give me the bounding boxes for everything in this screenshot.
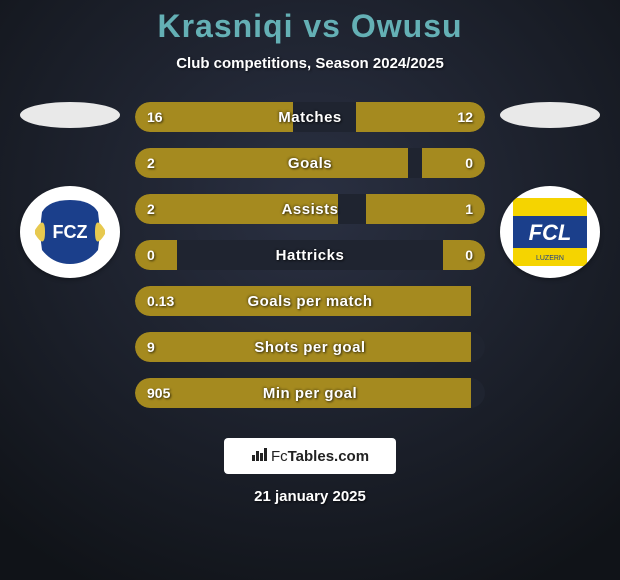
player-right-col: FCL LUZERN [495, 102, 605, 278]
stat-label: Hattricks [135, 247, 485, 264]
stat-row: 2Assists1 [135, 194, 485, 224]
brand-suffix: Tables.com [288, 448, 369, 465]
stat-label: Goals [135, 155, 485, 172]
stat-row: 2Goals0 [135, 148, 485, 178]
stats-bars: 16Matches122Goals02Assists10Hattricks00.… [135, 102, 485, 424]
subtitle: Club competitions, Season 2024/2025 [0, 55, 620, 72]
player-left-avatar [20, 102, 120, 128]
stat-value-right: 0 [465, 155, 473, 171]
stat-value-right: 1 [465, 201, 473, 217]
page-title: Krasniqi vs Owusu [0, 8, 620, 45]
brand-prefix: Fc [271, 448, 288, 465]
chart-icon [251, 446, 269, 466]
brand-logo[interactable]: FcTables.com [224, 438, 396, 474]
stat-row: 16Matches12 [135, 102, 485, 132]
stat-label: Assists [135, 201, 485, 218]
stat-value-right: 0 [465, 247, 473, 263]
comparison-row: FCZ 16Matches122Goals02Assists10Hattrick… [0, 102, 620, 424]
stat-label: Min per goal [135, 385, 485, 402]
player-left-col: FCZ [15, 102, 125, 278]
stat-value-right: 12 [457, 109, 473, 125]
title-vs: vs [303, 8, 341, 44]
stat-label: Goals per match [135, 293, 485, 310]
stat-label: Matches [135, 109, 485, 126]
player-right-avatar [500, 102, 600, 128]
stat-row: 9Shots per goal [135, 332, 485, 362]
club-badge-right: FCL LUZERN [500, 186, 600, 278]
stat-row: 0Hattricks0 [135, 240, 485, 270]
svg-text:FCL: FCL [529, 220, 572, 245]
svg-text:LUZERN: LUZERN [536, 255, 564, 262]
stat-row: 0.13Goals per match [135, 286, 485, 316]
svg-text:FCZ: FCZ [53, 222, 88, 242]
club-badge-left-svg: FCZ [27, 192, 113, 272]
stat-label: Shots per goal [135, 339, 485, 356]
club-badge-right-svg: FCL LUZERN [507, 192, 593, 272]
brand-text: FcTables.com [271, 448, 369, 465]
footer-date: 21 january 2025 [0, 488, 620, 505]
stat-row: 905Min per goal [135, 378, 485, 408]
title-player2: Owusu [351, 8, 463, 44]
title-player1: Krasniqi [157, 8, 293, 44]
club-badge-left: FCZ [20, 186, 120, 278]
